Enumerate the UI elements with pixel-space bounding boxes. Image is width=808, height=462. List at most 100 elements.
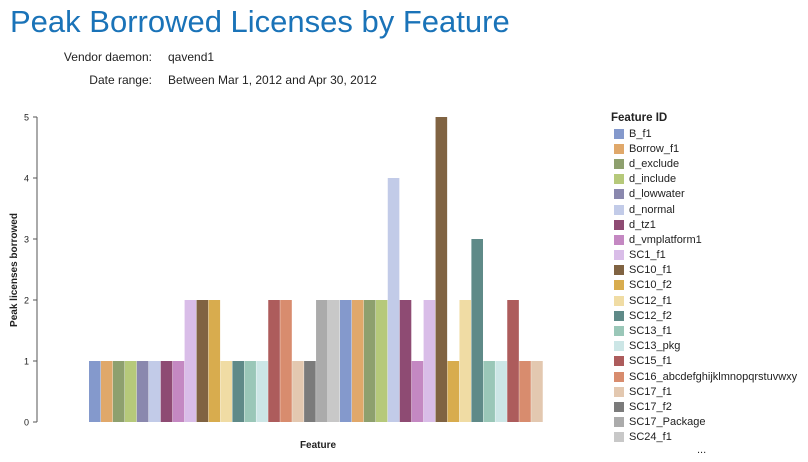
legend-swatch (614, 417, 624, 428)
bar[interactable] (483, 361, 495, 422)
bar[interactable] (447, 361, 460, 422)
legend-items: B_f1 Borrow_f1 d_exclude d_include d_lowwate… (611, 126, 807, 445)
legend-swatch (614, 401, 624, 412)
legend-item[interactable]: SC1_f1 (611, 248, 807, 263)
legend-label: SC24_f1 (629, 431, 672, 444)
bar[interactable] (459, 300, 472, 422)
legend-item[interactable]: SC13_pkg (611, 339, 807, 354)
vendor-daemon-value: qavend1 (168, 50, 215, 64)
legend-label: d_lowwater (629, 188, 685, 201)
bar[interactable] (160, 361, 173, 422)
legend-swatch (614, 295, 624, 306)
legend-item[interactable]: SC24_f1 (611, 430, 807, 445)
legend-item[interactable]: SC10_f2 (611, 278, 807, 293)
bar[interactable] (495, 361, 507, 422)
legend-item[interactable]: SC17_f1 (611, 384, 807, 399)
bar[interactable] (172, 361, 185, 422)
legend-label: SC17_Package (629, 416, 706, 429)
legend-swatch (614, 158, 624, 169)
bar[interactable] (339, 300, 352, 422)
date-range-value: Between Mar 1, 2012 and Apr 30, 2012 (168, 73, 377, 87)
bar[interactable] (89, 361, 101, 422)
bar[interactable] (184, 300, 197, 422)
legend-item[interactable]: d_include (611, 172, 807, 187)
legend-swatch (614, 386, 624, 397)
bar[interactable] (471, 239, 483, 422)
bar[interactable] (232, 361, 244, 422)
legend-swatch (614, 326, 624, 337)
legend-item[interactable]: SC17_Package (611, 415, 807, 430)
vendor-daemon-label: Vendor daemon: (63, 50, 152, 64)
y-tick-label: 0 (24, 418, 29, 428)
bar[interactable] (244, 361, 256, 422)
legend-item[interactable]: SC13_f1 (611, 323, 807, 338)
legend-item[interactable]: SC10_f1 (611, 263, 807, 278)
legend-label: SC13_pkg (629, 340, 681, 353)
legend-item[interactable]: d_lowwater (611, 187, 807, 202)
legend-label: d_include (629, 173, 677, 186)
bar[interactable] (280, 300, 292, 422)
legend-title: Feature ID (611, 112, 668, 124)
bar[interactable] (399, 300, 412, 422)
chart-legend: Feature ID B_f1 Borrow_f1 d_exclude d_inclu… (611, 111, 807, 455)
bar[interactable] (268, 300, 280, 422)
legend-more-indicator: ... (697, 443, 707, 456)
bar[interactable] (256, 361, 268, 422)
bar[interactable] (531, 361, 543, 422)
legend-item[interactable]: B_f1 (611, 126, 807, 141)
legend-item[interactable]: Borrow_f1 (611, 141, 807, 156)
bar[interactable] (411, 361, 424, 422)
bar[interactable] (363, 300, 376, 422)
legend-swatch (614, 204, 624, 215)
legend-label: SC16_abcdefghijklmnopqrstuvwxy (629, 370, 798, 383)
bar[interactable] (136, 361, 149, 422)
legend-item[interactable]: d_exclude (611, 156, 807, 171)
bar[interactable] (423, 300, 436, 422)
date-range-label: Date range: (89, 73, 152, 87)
legend-label: d_vmplatform1 (629, 233, 702, 246)
legend-item[interactable]: SC17_f2 (611, 399, 807, 414)
bar[interactable] (304, 361, 316, 422)
legend-swatch (614, 265, 624, 276)
bar[interactable] (148, 361, 161, 422)
bar[interactable] (112, 361, 125, 422)
legend-label: d_normal (629, 203, 675, 216)
legend-item[interactable]: d_tz1 (611, 217, 807, 232)
legend-item[interactable]: SC16_abcdefghijklmnopqrstuvwxy (611, 369, 807, 384)
legend-item[interactable]: SC15_f1 (611, 354, 807, 369)
y-tick-label: 2 (24, 296, 29, 306)
bar[interactable] (519, 361, 531, 422)
bar[interactable] (196, 300, 209, 422)
legend-label: d_exclude (629, 157, 680, 170)
legend-label: SC12_f2 (629, 309, 672, 322)
legend-label: SC10_f1 (629, 264, 672, 277)
bar[interactable] (328, 300, 340, 422)
y-ticks-group: 0 1 2 3 4 5 (24, 113, 37, 428)
bar[interactable] (208, 300, 221, 422)
bar[interactable] (375, 300, 388, 422)
bars-group (89, 117, 543, 422)
legend-item[interactable]: d_normal (611, 202, 807, 217)
bar[interactable] (124, 361, 137, 422)
bar[interactable] (435, 117, 448, 422)
legend-swatch (614, 371, 624, 382)
legend-label: B_f1 (629, 127, 652, 140)
bar[interactable] (387, 178, 400, 422)
legend-swatch (614, 280, 624, 291)
bar[interactable] (351, 300, 364, 422)
page-title: Peak Borrowed Licenses by Feature (10, 4, 510, 39)
y-tick-label: 4 (24, 174, 29, 184)
legend-label: SC13_f1 (629, 325, 672, 338)
legend-item[interactable]: SC12_f1 (611, 293, 807, 308)
legend-item[interactable]: d_vmplatform1 (611, 232, 807, 247)
bar[interactable] (100, 361, 113, 422)
legend-item[interactable]: SC12_f2 (611, 308, 807, 323)
legend-swatch (614, 189, 624, 200)
bar[interactable] (220, 361, 233, 422)
legend-swatch (614, 219, 624, 230)
y-tick-label: 3 (24, 235, 29, 245)
bar[interactable] (292, 361, 304, 422)
bar[interactable] (316, 300, 328, 422)
bar[interactable] (507, 300, 519, 422)
legend-swatch (614, 128, 624, 139)
